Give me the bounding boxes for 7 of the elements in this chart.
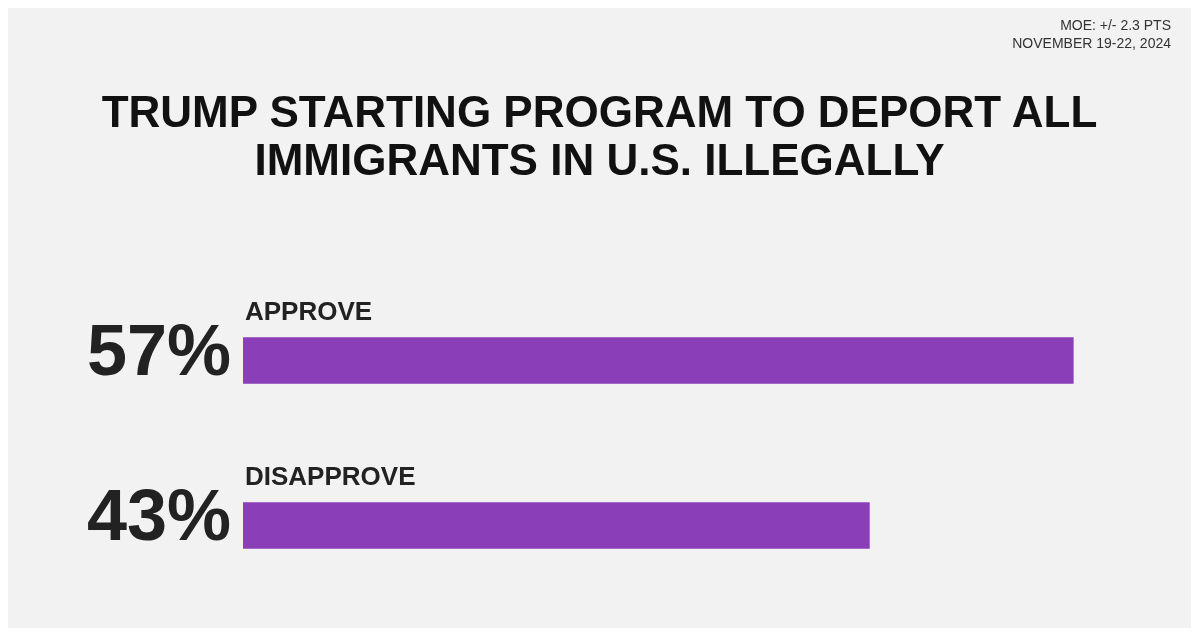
data-label: 43%	[86, 475, 231, 556]
text: MOE: +/- 2.3 PTS	[1059, 16, 1171, 34]
data-label: 57%	[86, 310, 231, 391]
y-tick-label: APPROVE	[245, 295, 373, 326]
text: NOVEMBER 19-22, 2024	[1012, 34, 1171, 52]
chart-title: TRUMP STARTING PROGRAM TO DEPORT ALL IMMIGRANTS IN U.S. ILLEGALLY	[100, 87, 1099, 184]
y-tick-label: DISAPPROVE	[245, 460, 416, 491]
